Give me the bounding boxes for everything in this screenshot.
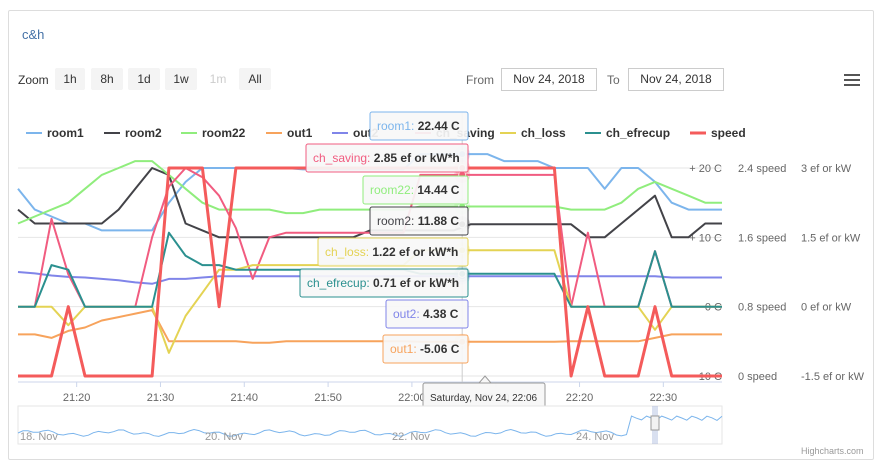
- y-axis-tick-label: 1.6 speed: [738, 232, 786, 244]
- legend-item-out1: out1: [287, 126, 313, 140]
- credits-link[interactable]: Highcharts.com: [801, 446, 864, 456]
- tooltip-out2: out2: 4.38 C: [385, 299, 469, 329]
- tooltip-text: ch_saving: 2.85 ef or kW*h: [313, 151, 460, 165]
- tooltip-text: room22: 14.44 C: [370, 183, 460, 197]
- tooltip-text: room1: 22.44 C: [377, 119, 460, 133]
- x-axis-tick-label: 21:40: [231, 392, 259, 404]
- tooltip-box: [317, 237, 469, 267]
- zoom-all-button[interactable]: All: [239, 68, 271, 90]
- tooltip-out1: out1: -5.06 C: [382, 334, 469, 364]
- legend-item-ch_efrecup: ch_efrecup: [606, 126, 670, 140]
- tooltip-box: [305, 143, 469, 173]
- zoom-1w-button[interactable]: 1w: [165, 68, 197, 90]
- navigator-label: 22. Nov: [392, 431, 430, 443]
- tooltip-room2: room2: 11.88 C: [369, 206, 469, 236]
- navigator-label: 18. Nov: [20, 431, 58, 443]
- tooltip-ch_saving: ch_saving: 2.85 ef or kW*h: [305, 143, 469, 173]
- zoom-1m-button: 1m: [202, 68, 234, 90]
- legend-item-ch_loss: ch_loss: [521, 126, 566, 140]
- y-axis-tick-label: 2.4 speed: [738, 163, 786, 175]
- x-axis-tick-label: 22:20: [566, 392, 594, 404]
- tooltip-ch_efrecup: ch_efrecup: 0.71 ef or kW*h: [299, 268, 469, 298]
- tooltip-header-arrow: [477, 375, 493, 384]
- tooltip-text: ch_efrecup: 0.71 ef or kW*h: [307, 276, 459, 290]
- legend-item-room22: room22: [202, 126, 246, 140]
- zoom-1h-button[interactable]: 1h: [55, 68, 85, 90]
- tooltip-box: [299, 268, 469, 298]
- y-axis-tick-label: 3 ef or kW: [801, 163, 852, 175]
- tooltip-ch_loss: ch_loss: 1.22 ef or kW*h: [317, 237, 469, 267]
- zoom-8h-button[interactable]: 8h: [91, 68, 123, 90]
- navigator-label: 24. Nov: [576, 431, 614, 443]
- legend-item-room2: room2: [125, 126, 162, 140]
- tooltip-room22: room22: 14.44 C: [362, 175, 469, 205]
- tooltip-header: Saturday, Nov 24, 22:06: [422, 375, 546, 410]
- tooltip-box: [362, 175, 469, 205]
- navigator-label: 20. Nov: [205, 431, 243, 443]
- navigator-handle: [650, 415, 660, 431]
- from-label: From: [466, 73, 494, 87]
- y-axis-tick-label: + 20 C: [689, 163, 722, 175]
- legend-item-speed: speed: [711, 126, 746, 140]
- tooltip-room1: room1: 22.44 C: [369, 111, 469, 141]
- from-date-input[interactable]: Nov 24, 2018: [501, 68, 597, 91]
- y-axis-tick-label: 0.8 speed: [738, 302, 786, 314]
- tooltip-box: [382, 334, 469, 364]
- navigator: 18. Nov 20. Nov 22. Nov 24. Nov: [17, 405, 723, 445]
- to-label: To: [607, 73, 620, 87]
- series-line-out1: [18, 309, 722, 344]
- hamburger-icon[interactable]: [842, 72, 862, 88]
- y-axis-tick-label: -1.5 ef or kW: [801, 371, 865, 383]
- zoom-1d-button[interactable]: 1d: [128, 68, 160, 90]
- tooltip-box: [369, 111, 469, 141]
- tooltip-text: room2: 11.88 C: [377, 214, 459, 228]
- tooltip-box: [369, 206, 469, 236]
- to-date-input[interactable]: Nov 24, 2018: [628, 68, 724, 91]
- tooltip-text: out1: -5.06 C: [390, 342, 460, 356]
- y-axis-tick-label: 0 speed: [738, 371, 777, 383]
- x-axis-tick-label: 22:00: [398, 392, 426, 404]
- x-axis-tick-label: 21:50: [314, 392, 342, 404]
- chart-title: c&h: [22, 27, 45, 42]
- tooltip-header-text: Saturday, Nov 24, 22:06: [430, 393, 538, 404]
- y-axis-tick-label: + 10 C: [689, 232, 722, 244]
- x-axis-tick-label: 21:30: [147, 392, 175, 404]
- legend-item-room1: room1: [47, 126, 84, 140]
- tooltip-text: ch_loss: 1.22 ef or kW*h: [325, 245, 458, 259]
- tooltip-box: [385, 299, 469, 329]
- navigator-series: [17, 415, 723, 437]
- x-axis-tick-label: 21:20: [63, 392, 91, 404]
- navigator-background: [17, 405, 723, 445]
- y-axis-tick-label: 1.5 ef or kW: [801, 232, 861, 244]
- x-axis-tick-label: 22:30: [650, 392, 678, 404]
- zoom-label: Zoom: [18, 73, 49, 87]
- tooltip-text: out2: 4.38 C: [393, 307, 459, 321]
- y-axis-tick-label: 0 ef or kW: [801, 302, 852, 314]
